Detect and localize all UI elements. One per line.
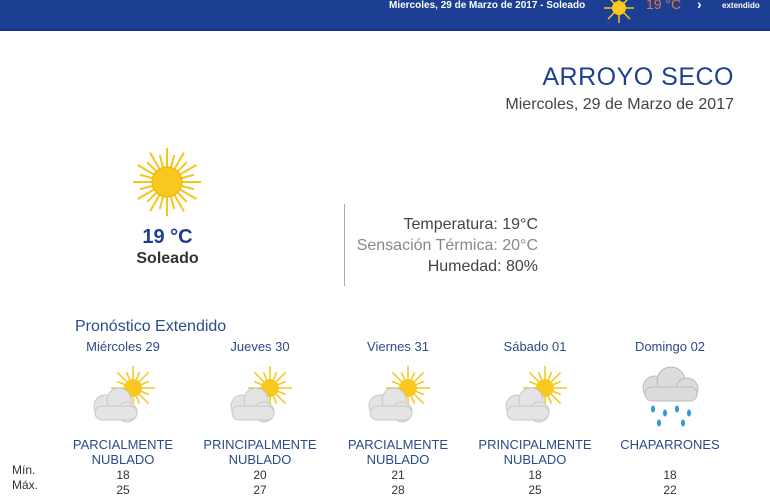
- sun-icon: [132, 147, 202, 222]
- top-bar: Miercoles, 29 de Marzo de 2017 - Soleado…: [0, 0, 770, 31]
- current-temp: 19 °C: [142, 226, 193, 248]
- humidity: Humedad: 80%: [427, 258, 538, 275]
- forecast-min: 20: [253, 468, 267, 482]
- forecast-day-name: Sábado 01: [503, 339, 567, 354]
- condition-line: NUBLADO: [91, 452, 155, 467]
- header-temp: 19 °C: [646, 0, 682, 12]
- temperature: Temperatura: 19°C: [403, 216, 538, 233]
- condition-line: NUBLADO: [503, 452, 567, 467]
- forecast-min: 18: [663, 468, 677, 482]
- forecast-max: 25: [528, 483, 542, 497]
- city-title: ARROYO SECO: [542, 63, 734, 91]
- feels-like: Sensación Térmica: 20°C: [356, 237, 538, 254]
- forecast-max: 27: [253, 483, 267, 497]
- forecast-day: Viernes 31 PARCIALMENTE NUBLADO 21 28: [328, 339, 468, 498]
- condition-line: PARCIALMENTE: [347, 437, 449, 452]
- sun-icon: [603, 0, 635, 29]
- condition-line: PRINCIPALMENTE: [478, 437, 592, 452]
- current-condition: Soleado: [136, 250, 199, 267]
- max-label: Máx.: [12, 478, 39, 492]
- partly-cloudy-icon: [328, 359, 468, 437]
- forecast-min: 18: [528, 468, 542, 482]
- current-details: Temperatura: 19°C Sensación Térmica: 20°…: [357, 214, 538, 277]
- header-date-condition: Miercoles, 29 de Marzo de 2017 - Soleado: [389, 0, 586, 11]
- forecast-day-name: Jueves 30: [230, 339, 290, 354]
- forecast-condition: PRINCIPALMENTE NUBLADO: [465, 437, 605, 468]
- forecast-day-name: Viernes 31: [367, 339, 429, 354]
- forecast-max: 28: [391, 483, 405, 497]
- forecast-day: Domingo 02 CHAPARRONES 18 22: [600, 339, 740, 498]
- condition-line: CHAPARRONES: [620, 437, 720, 452]
- forecast-condition: PRINCIPALMENTE NUBLADO: [190, 437, 330, 468]
- condition-line: NUBLADO: [228, 452, 292, 467]
- forecast-max: 22: [663, 483, 677, 497]
- condition-line: PRINCIPALMENTE: [203, 437, 317, 452]
- min-label: Mín.: [12, 463, 36, 477]
- condition-line: PARCIALMENTE: [72, 437, 174, 452]
- current-date: Miercoles, 29 de Marzo de 2017: [505, 96, 734, 113]
- forecast-condition: CHAPARRONES: [600, 437, 740, 468]
- divider: [344, 204, 345, 286]
- partly-cloudy-icon: [190, 359, 330, 437]
- forecast-day-name: Domingo 02: [634, 339, 706, 354]
- partly-cloudy-icon: [53, 359, 193, 437]
- partly-cloudy-icon: [465, 359, 605, 437]
- forecast-min: 21: [391, 468, 405, 482]
- rain-cloud-icon: [600, 359, 740, 437]
- forecast-min: 18: [116, 468, 130, 482]
- condition-line: NUBLADO: [366, 452, 430, 467]
- forecast-condition: PARCIALMENTE NUBLADO: [328, 437, 468, 468]
- extended-link[interactable]: extendido: [722, 1, 760, 10]
- forecast-title: Pronóstico Extendido: [75, 318, 227, 335]
- forecast-day: Jueves 30 PRINCIPALMENTE NUBLADO 20 27: [190, 339, 330, 498]
- forecast-max: 25: [116, 483, 130, 497]
- chevron-right-icon[interactable]: ›: [697, 0, 702, 12]
- forecast-day: Sábado 01 PRINCIPALMENTE NUBLADO 18 25: [465, 339, 605, 498]
- forecast-condition: PARCIALMENTE NUBLADO: [53, 437, 193, 468]
- forecast-day-name: Miércoles 29: [86, 339, 160, 354]
- forecast-day: Miércoles 29 PARCIALMENTE NUBLADO 18 25: [53, 339, 193, 498]
